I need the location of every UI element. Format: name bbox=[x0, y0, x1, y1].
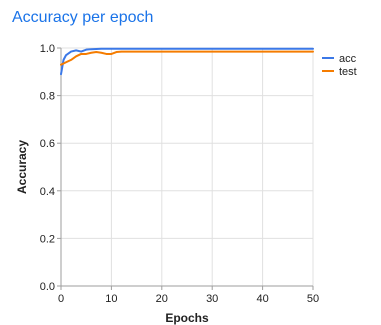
axes-layer: 0.0 0.2 0.4 0.6 0.8 1.0 0 10 20 30 40 50 bbox=[40, 43, 319, 305]
x-tick-label: 30 bbox=[206, 293, 218, 305]
x-tick-label: 50 bbox=[307, 293, 319, 305]
series-line-test bbox=[60, 50, 314, 66]
y-tick-label: 0.6 bbox=[40, 138, 55, 150]
y-tick-label: 0.2 bbox=[40, 233, 55, 245]
x-tick-label: 0 bbox=[58, 293, 64, 305]
series-line-acc bbox=[60, 47, 314, 76]
x-tick-label: 10 bbox=[105, 293, 117, 305]
x-tick-label: 20 bbox=[156, 293, 168, 305]
x-tick-label: 40 bbox=[256, 293, 268, 305]
y-tick-label: 0.8 bbox=[40, 91, 55, 103]
y-tick-label: 0.4 bbox=[40, 186, 55, 198]
x-axis-label: Epochs bbox=[165, 311, 209, 325]
legend-label-test: test bbox=[339, 66, 357, 78]
y-axis-label: Accuracy bbox=[15, 140, 29, 194]
chart-title: Accuracy per epoch bbox=[12, 9, 154, 26]
grid-layer bbox=[60, 47, 314, 287]
y-tick-label: 0.0 bbox=[40, 281, 55, 293]
legend-label-acc: acc bbox=[339, 53, 357, 65]
series-layer bbox=[60, 47, 314, 76]
y-tick-label: 1.0 bbox=[40, 43, 55, 55]
